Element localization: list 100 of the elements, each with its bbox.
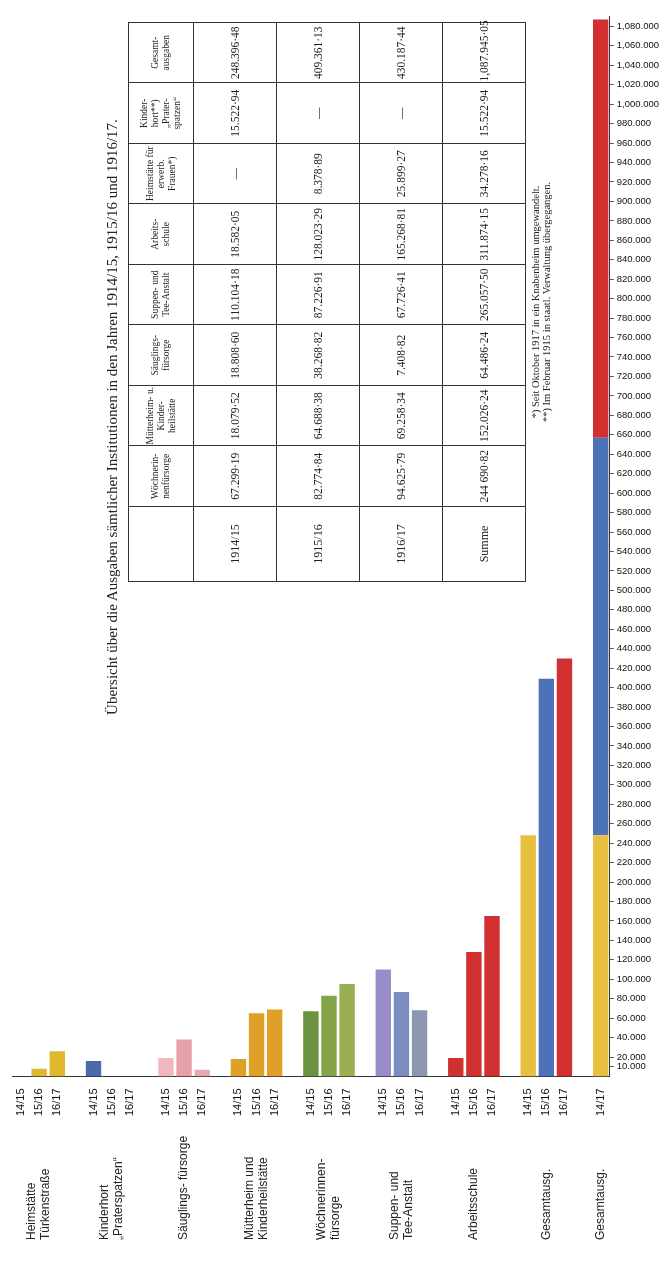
- y-tick-label: 10.000: [616, 1060, 646, 1072]
- y-tick-label: 120.000: [616, 953, 652, 965]
- x-tick-label: 14/15: [158, 1088, 171, 1116]
- text: 165.268·81: [395, 207, 407, 261]
- y-tick-label: 380.000: [616, 700, 652, 712]
- text: 152.026·24: [478, 389, 490, 443]
- text: Gesamtausg.: [592, 1168, 607, 1240]
- text: 18.079·52: [229, 392, 241, 440]
- y-tick-label: 1,080.000: [616, 20, 659, 32]
- y-tick-label: 420.000: [616, 661, 652, 673]
- y-tick-label: 220.000: [616, 856, 652, 868]
- text: Suppen- und Tee-Anstalt: [386, 1171, 415, 1240]
- y-tick-label: 140.000: [616, 933, 652, 945]
- text: 430.187·44: [395, 26, 407, 80]
- text: 67.726·41: [395, 271, 407, 319]
- y-tick-label: 1,000.000: [616, 97, 659, 109]
- bar: [484, 916, 500, 1077]
- annotation: **) Im Februar 1915 in staatl. Verwaltung übergegangen.: [541, 180, 552, 425]
- x-tick-label: 16/17: [122, 1088, 135, 1116]
- category-label: Arbeits- schule: [128, 204, 194, 265]
- text: 8.378·89: [312, 153, 324, 195]
- text: 1,087.945·05: [478, 20, 490, 82]
- text: 25.899·27: [395, 150, 407, 198]
- x-tick-label: 16/17: [557, 1088, 570, 1116]
- bar: [520, 835, 536, 1077]
- bar: [375, 969, 392, 1077]
- x-tick-label: 15/16: [394, 1088, 407, 1116]
- text: 82.774·84: [312, 452, 324, 500]
- category-label: Suppen- und Tee-Anstalt: [128, 264, 194, 325]
- text: Kinderhort „Praterspatzen“: [96, 1157, 125, 1240]
- text: 15.522·94: [229, 89, 241, 137]
- text: 64.688·38: [312, 392, 324, 440]
- bar: [339, 984, 355, 1077]
- bar: [303, 1011, 319, 1077]
- bar: [592, 835, 609, 1077]
- x-tick-label: 14/15: [521, 1088, 534, 1116]
- x-tick-label: 14/15: [14, 1088, 27, 1116]
- bar: [194, 1069, 210, 1077]
- bar: [448, 1058, 464, 1077]
- y-tick-label: 100.000: [616, 972, 652, 984]
- y-tick-label: 540.000: [616, 545, 652, 557]
- category-label: Gesamt- ausgaben: [128, 22, 194, 83]
- bar: [266, 1009, 283, 1077]
- category-label: Kinder- hort**) „Prater- spatzen“: [128, 83, 194, 144]
- text: —: [395, 107, 407, 119]
- y-tick-label: 300.000: [616, 778, 652, 790]
- text: Gesamtausg.: [538, 1168, 553, 1240]
- text: —: [229, 168, 241, 180]
- y-tick-label: 1,040.000: [616, 58, 659, 70]
- x-tick-label: 15/16: [466, 1088, 479, 1116]
- bar: [592, 19, 609, 438]
- y-tick-label: 660.000: [616, 428, 652, 440]
- x-tick-label: 15/16: [249, 1088, 262, 1116]
- x-tick-label: 16/17: [412, 1088, 425, 1116]
- y-tick-label: 340.000: [616, 739, 652, 751]
- text: 94.625·79: [395, 452, 407, 500]
- bar: [321, 995, 337, 1077]
- x-tick-label: 15/16: [32, 1088, 45, 1116]
- y-tick-label: 360.000: [616, 720, 652, 732]
- text: 265.057·50: [478, 268, 490, 322]
- bar: [248, 1013, 265, 1077]
- text: Arbeitsschule: [466, 1167, 481, 1240]
- y-tick-label: 1,020.000: [616, 78, 659, 90]
- text: 69.258·34: [395, 392, 407, 440]
- y-tick-label: 740.000: [616, 350, 652, 362]
- y-tick-label: 860.000: [616, 233, 652, 245]
- text: 311.874·15: [478, 208, 490, 261]
- y-tick-label: 900.000: [616, 195, 652, 207]
- y-tick-label: 480.000: [616, 603, 652, 615]
- y-tick-label: 1,060.000: [616, 39, 659, 51]
- y-tick-label: 160.000: [616, 914, 652, 926]
- text: Heimstätte Türkenstraße: [24, 1168, 53, 1240]
- y-tick-label: 260.000: [616, 817, 652, 829]
- y-tick-label: 940.000: [616, 156, 652, 168]
- y-tick-label: 840.000: [616, 253, 652, 265]
- y-tick-label: 980.000: [616, 117, 652, 129]
- y-tick-label: 780.000: [616, 311, 652, 323]
- category-label: Summe: [476, 525, 491, 563]
- y-tick-label: 520.000: [616, 564, 652, 576]
- text: 110.104·18: [229, 268, 241, 321]
- y-tick-label: 680.000: [616, 408, 652, 420]
- text: 248.396·48: [229, 26, 241, 80]
- category-label: Heimstätte für erwerb. Frauen*): [128, 143, 194, 204]
- text: 18.582·05: [229, 210, 241, 258]
- y-tick-label: 760.000: [616, 331, 652, 343]
- y-tick-label: 280.000: [616, 797, 652, 809]
- x-tick-label: 16/17: [485, 1088, 498, 1116]
- bar: [158, 1058, 174, 1077]
- bar: [393, 991, 410, 1077]
- category-label: Säuglings- fürsorge: [128, 325, 194, 386]
- text: Mütterheim und Kinderheilstätte: [241, 1156, 270, 1240]
- text: 15.522·94: [478, 89, 490, 137]
- category-label: Mütterheim- u. Kinder- heilstätte: [128, 385, 194, 446]
- y-tick-label: 640.000: [616, 447, 652, 459]
- bar: [411, 1010, 428, 1077]
- y-tick-label: 500.000: [616, 583, 652, 595]
- text: 128.023·29: [312, 207, 324, 261]
- x-tick-label: 16/17: [340, 1088, 353, 1116]
- x-tick-label: 14/15: [376, 1088, 389, 1116]
- y-tick-label: 40.000: [616, 1031, 646, 1043]
